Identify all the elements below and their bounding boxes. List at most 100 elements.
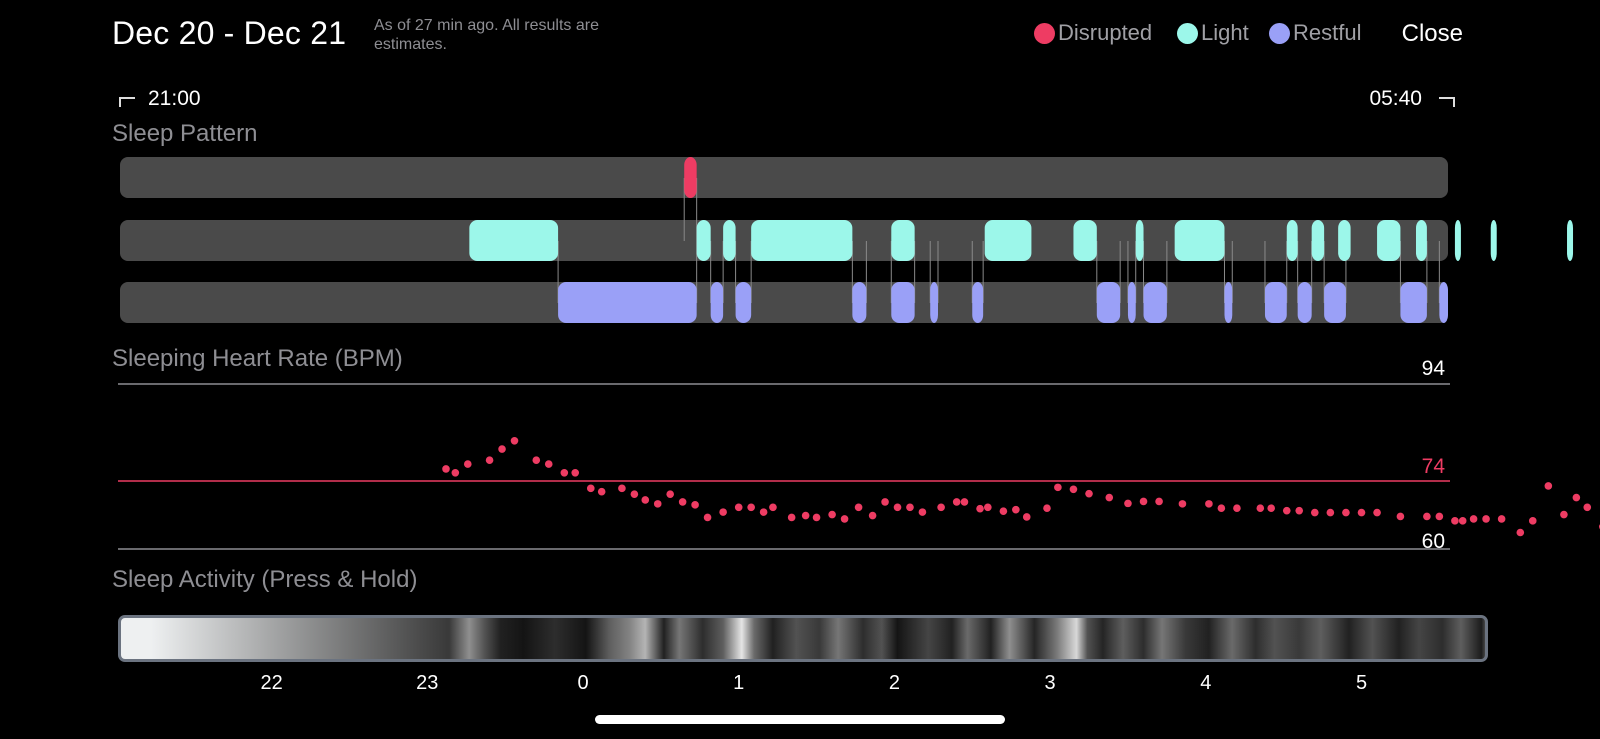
hr-point xyxy=(1482,515,1490,523)
hr-point xyxy=(451,469,460,477)
hr-point xyxy=(812,513,821,522)
hr-point xyxy=(828,510,836,519)
restful-segment xyxy=(1324,282,1346,323)
hr-point xyxy=(485,456,494,464)
page-title: Dec 20 - Dec 21 xyxy=(112,15,347,51)
hr-point xyxy=(1105,493,1114,502)
hr-point xyxy=(1357,508,1366,517)
axis-label: 1 xyxy=(733,672,745,694)
light-segment xyxy=(1567,220,1574,261)
hr-point xyxy=(1205,500,1213,508)
legend-restful: Restful xyxy=(1269,20,1361,46)
hr-point xyxy=(854,503,863,512)
restful-segment xyxy=(1096,282,1121,323)
hr-point xyxy=(1069,485,1078,494)
light-segment xyxy=(469,220,559,261)
hr-avg-label: 74 xyxy=(1421,455,1445,478)
hr-point xyxy=(719,508,727,516)
legend-disrupted: Disrupted xyxy=(1034,20,1152,46)
light-segment xyxy=(751,220,853,261)
light-segment xyxy=(1490,220,1497,261)
axis-label: 4 xyxy=(1200,672,1212,694)
light-segment xyxy=(696,220,711,261)
hr-point xyxy=(691,501,699,509)
light-segment xyxy=(723,220,736,261)
hr-point xyxy=(1310,508,1319,517)
light-segment xyxy=(1073,220,1097,261)
axis-label: 5 xyxy=(1355,672,1368,694)
restful-segment xyxy=(852,282,867,323)
track-disrupted xyxy=(120,157,1448,198)
range-start-bracket-icon xyxy=(119,97,135,107)
light-segment xyxy=(891,220,915,261)
restful-segment xyxy=(891,282,915,323)
hr-point xyxy=(597,487,606,496)
hr-point xyxy=(641,496,650,504)
subtitle: As of 27 min ago. All results are estima… xyxy=(374,17,599,53)
sleep-activity-bar[interactable] xyxy=(118,615,1488,662)
hr-point xyxy=(840,515,849,523)
axis-label: 23 xyxy=(416,672,439,694)
axis-label: 0 xyxy=(577,672,589,694)
light-segment xyxy=(1174,220,1225,261)
hr-point xyxy=(769,503,777,512)
disrupted-segment xyxy=(684,157,697,198)
hr-point xyxy=(1282,506,1291,515)
hr-point xyxy=(787,513,796,522)
hr-point xyxy=(678,498,687,506)
track-restful xyxy=(120,282,1448,323)
hr-point xyxy=(666,490,674,498)
hr-point xyxy=(1583,503,1592,512)
hr-point xyxy=(586,484,595,493)
hr-point xyxy=(906,503,914,512)
hr-point xyxy=(1469,515,1478,523)
light-segment xyxy=(1454,220,1461,261)
hr-point xyxy=(747,503,755,512)
hr-point xyxy=(442,465,450,473)
hr-point xyxy=(1295,506,1304,515)
restful-segment xyxy=(1264,282,1287,323)
hr-point xyxy=(532,456,541,464)
hr-point xyxy=(1085,489,1093,498)
light-segment xyxy=(1338,220,1351,261)
hr-point xyxy=(510,436,519,445)
hr-point xyxy=(1516,528,1525,537)
disrupted-dot-icon xyxy=(1034,22,1055,44)
hr-point xyxy=(734,503,743,512)
restful-segment xyxy=(1297,282,1312,323)
hr-point xyxy=(881,498,889,506)
hr-point xyxy=(1423,512,1431,521)
hr-point xyxy=(1373,508,1381,517)
restful-segment xyxy=(735,282,752,323)
home-indicator[interactable] xyxy=(595,715,1005,724)
hr-point xyxy=(893,503,902,512)
hr-point xyxy=(1267,504,1275,513)
hr-point xyxy=(1396,512,1405,521)
hr-point xyxy=(1124,499,1132,508)
restful-segment xyxy=(1127,282,1136,323)
light-segment xyxy=(984,220,1032,261)
hr-point xyxy=(544,460,553,468)
restful-segment xyxy=(1143,282,1167,323)
legend-label: Disrupted xyxy=(1058,20,1153,45)
hr-point xyxy=(1178,500,1187,508)
close-button[interactable]: Close xyxy=(1401,20,1463,47)
hr-point xyxy=(653,500,662,508)
hr-point xyxy=(937,503,945,512)
restful-dot-icon xyxy=(1269,22,1290,44)
hr-point xyxy=(571,469,580,477)
section-sleep-activity: Sleep Activity (Press & Hold) xyxy=(112,566,418,593)
hr-point xyxy=(1544,482,1553,490)
hr-point xyxy=(1572,493,1581,502)
legend-label: Restful xyxy=(1293,20,1362,45)
hr-point xyxy=(1256,504,1265,513)
hr-point xyxy=(463,460,472,468)
light-dot-icon xyxy=(1177,22,1198,44)
hr-point xyxy=(801,511,810,520)
hr-point xyxy=(1022,513,1031,521)
restful-segment xyxy=(1400,282,1427,323)
hr-min-label: 60 xyxy=(1421,530,1445,553)
light-segment xyxy=(1135,220,1144,261)
range-end-time: 05:40 xyxy=(1369,87,1422,110)
hr-point xyxy=(868,511,877,520)
